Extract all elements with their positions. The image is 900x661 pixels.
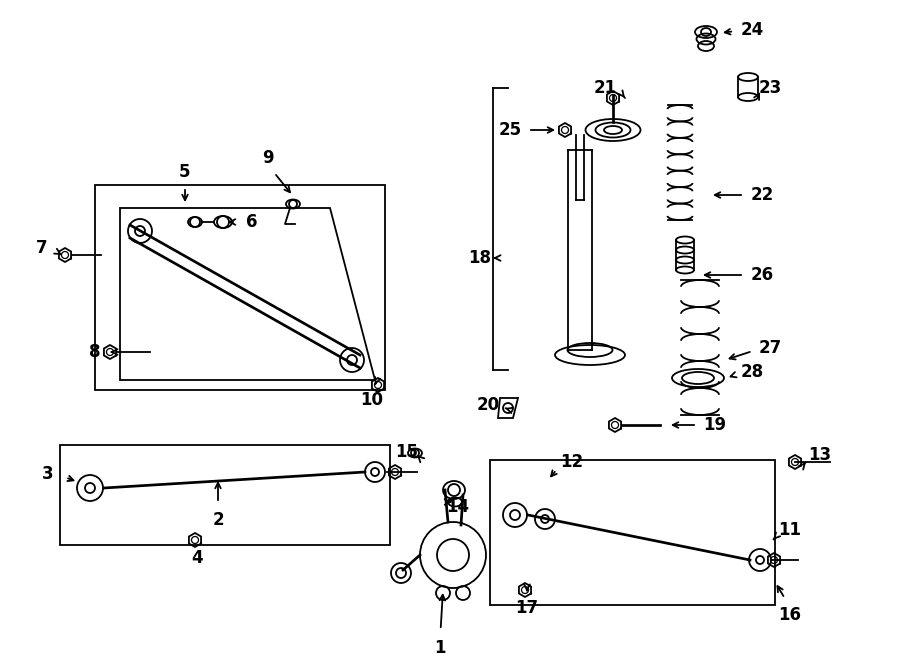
Text: 3: 3 (42, 465, 54, 483)
Text: 25: 25 (499, 121, 522, 139)
Text: 1: 1 (434, 639, 446, 657)
Text: 15: 15 (395, 443, 419, 461)
Text: 11: 11 (778, 521, 802, 539)
Text: 27: 27 (759, 339, 781, 357)
Text: 22: 22 (751, 186, 774, 204)
Text: 19: 19 (704, 416, 726, 434)
Text: 7: 7 (36, 239, 48, 257)
Text: 28: 28 (741, 363, 763, 381)
Text: 16: 16 (778, 606, 802, 624)
Text: 24: 24 (741, 21, 763, 39)
Bar (490, 460, 775, 605)
Text: 4: 4 (191, 549, 202, 567)
Text: 10: 10 (361, 391, 383, 409)
Text: 18: 18 (469, 249, 491, 267)
Text: 5: 5 (179, 163, 191, 181)
Text: 8: 8 (89, 343, 101, 361)
Text: 23: 23 (759, 79, 781, 97)
Text: 12: 12 (561, 453, 583, 471)
Text: 6: 6 (247, 213, 257, 231)
Text: 26: 26 (751, 266, 774, 284)
Text: 20: 20 (476, 396, 500, 414)
Text: 14: 14 (446, 498, 470, 516)
Text: 2: 2 (212, 511, 224, 529)
Text: 17: 17 (516, 599, 538, 617)
Bar (60, 445, 390, 545)
Bar (95, 185, 385, 390)
Text: 21: 21 (593, 79, 616, 97)
Text: 13: 13 (808, 446, 832, 464)
Text: 9: 9 (262, 149, 274, 167)
